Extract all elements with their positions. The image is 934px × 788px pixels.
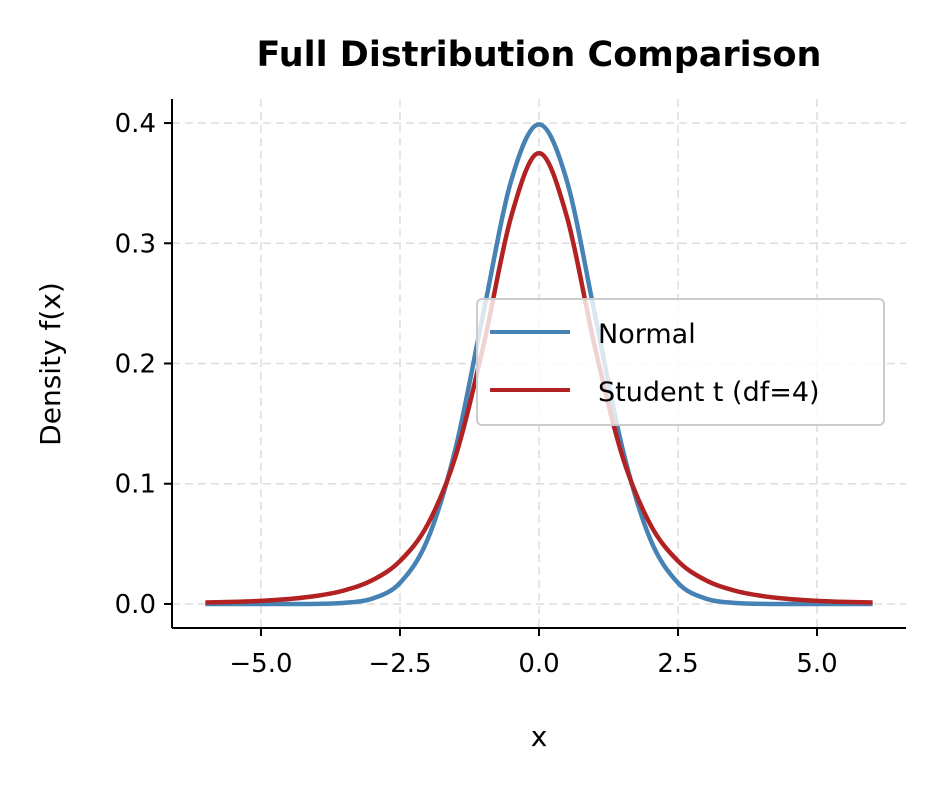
y-axis-label: Density f(x): [34, 282, 67, 446]
series-line-normal: [205, 122, 873, 607]
y-tick-label: 0.4: [115, 109, 156, 139]
series-line-student-t: [205, 150, 873, 605]
x-tick-label: −5.0: [229, 649, 292, 679]
x-tick-label: 0.0: [518, 649, 559, 679]
y-tick-label: 0.0: [115, 590, 156, 620]
series-lines: [205, 122, 873, 607]
x-tick-label: 2.5: [657, 649, 698, 679]
axes: −5.0 −2.5 0.0 2.5 5.0 0.0 0.1 0.2 0.3 0.4: [115, 99, 906, 679]
x-tick-label: −2.5: [368, 649, 431, 679]
y-tick-label: 0.1: [115, 470, 156, 500]
x-tick-label: 5.0: [796, 649, 837, 679]
legend-box: [476, 298, 885, 426]
legend: Normal Student t (df=4): [476, 298, 885, 426]
legend-label-normal: Normal: [598, 319, 696, 350]
chart-title: Full Distribution Comparison: [257, 35, 822, 75]
y-tick-label: 0.3: [115, 229, 156, 259]
legend-label-student-t: Student t (df=4): [598, 377, 820, 408]
x-axis-label: x: [531, 720, 548, 753]
y-tick-label: 0.2: [115, 350, 156, 380]
